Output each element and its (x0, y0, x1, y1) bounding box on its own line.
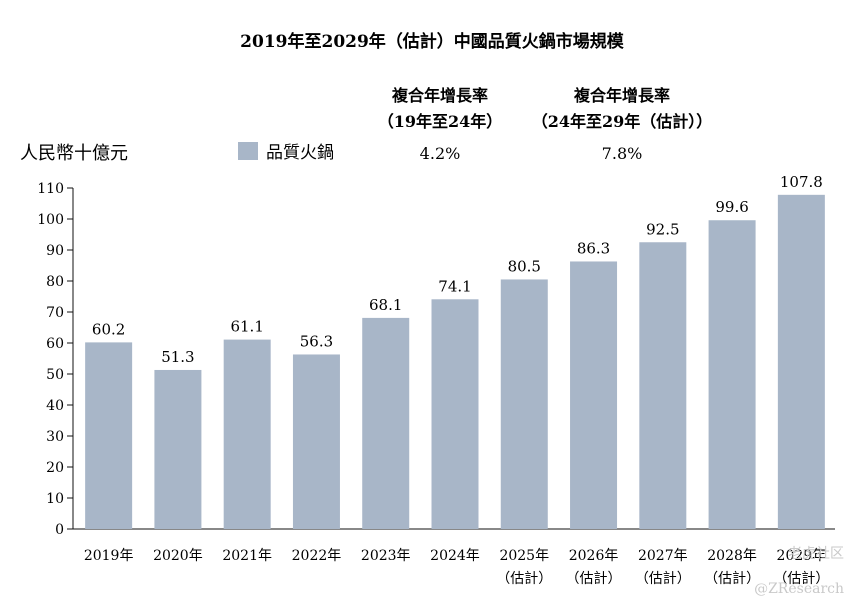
bar (570, 261, 618, 529)
bar-value-label: 74.1 (438, 277, 471, 295)
x-tick-label: 2019年 (84, 548, 134, 564)
chart-title: 2019年至2029年（估計）中國品質火鍋市場規模 (240, 31, 625, 52)
y-tick-label: 100 (37, 212, 64, 228)
y-tick-label: 110 (37, 181, 64, 197)
x-tick-note: （估計） (496, 571, 552, 587)
bar-value-label: 60.2 (92, 320, 125, 338)
bar-value-label: 80.5 (508, 257, 541, 275)
x-tick-label: 2029年 (777, 548, 827, 564)
x-tick-note: （估計） (704, 571, 760, 587)
x-tick-note: （估計） (773, 571, 829, 587)
bar (154, 369, 202, 529)
y-axis-unit-label: 人民幣十億元 (20, 143, 128, 164)
x-tick-note: （估計） (566, 571, 622, 587)
y-tick-label: 80 (46, 274, 64, 290)
bar (85, 342, 133, 529)
bar (500, 279, 548, 529)
cagr-value-1: 4.2% (420, 144, 461, 163)
bar-value-label: 56.3 (300, 332, 333, 350)
watermark-text: 老虎社区 (788, 546, 844, 562)
bar-value-label: 68.1 (369, 296, 402, 314)
x-tick-note: （估計） (635, 571, 691, 587)
legend-label: 品質火鍋 (266, 143, 334, 163)
x-tick-label: 2021年 (222, 548, 272, 564)
x-tick-label: 2020年 (153, 548, 203, 564)
y-tick-label: 0 (55, 522, 64, 538)
y-tick-label: 70 (46, 305, 64, 321)
y-tick-label: 60 (46, 336, 64, 352)
x-tick-label: 2023年 (361, 548, 411, 564)
bar (362, 317, 410, 529)
bar-value-label: 92.5 (646, 220, 679, 238)
legend-swatch (238, 142, 258, 160)
y-tick-label: 10 (46, 491, 64, 507)
y-tick-label: 20 (46, 460, 64, 476)
bar-value-label: 86.3 (577, 239, 610, 257)
x-tick-label: 2025年 (499, 548, 549, 564)
cagr-value-2: 7.8% (602, 144, 643, 163)
bar (639, 242, 687, 529)
x-tick-label: 2022年 (292, 548, 342, 564)
bar (708, 220, 756, 530)
cagr-header-2-line-2: （24年至29年（估計）） (532, 112, 713, 131)
bar-value-label: 61.1 (230, 318, 263, 336)
cagr-header-1-line-2: （19年至24年） (378, 112, 503, 131)
bar (777, 194, 825, 529)
cagr-header-2-line-1: 複合年增長率 (573, 86, 670, 105)
y-tick-label: 90 (46, 243, 64, 259)
y-tick-label: 40 (46, 398, 64, 414)
watermark-handle: @ZResearch (754, 581, 844, 597)
bar (431, 299, 479, 529)
x-tick-label: 2024年 (430, 548, 480, 564)
cagr-header-1-line-1: 複合年增長率 (391, 86, 488, 105)
x-tick-label: 2026年 (569, 548, 619, 564)
bar-value-label: 51.3 (161, 348, 194, 366)
x-tick-label: 2027年 (638, 548, 688, 564)
bar (292, 354, 340, 529)
y-tick-label: 50 (46, 367, 64, 383)
bar-value-label: 107.8 (780, 173, 823, 191)
x-tick-label: 2028年 (707, 548, 757, 564)
bar-value-label: 99.6 (715, 198, 748, 216)
bar (223, 339, 271, 529)
y-tick-label: 30 (46, 429, 64, 445)
